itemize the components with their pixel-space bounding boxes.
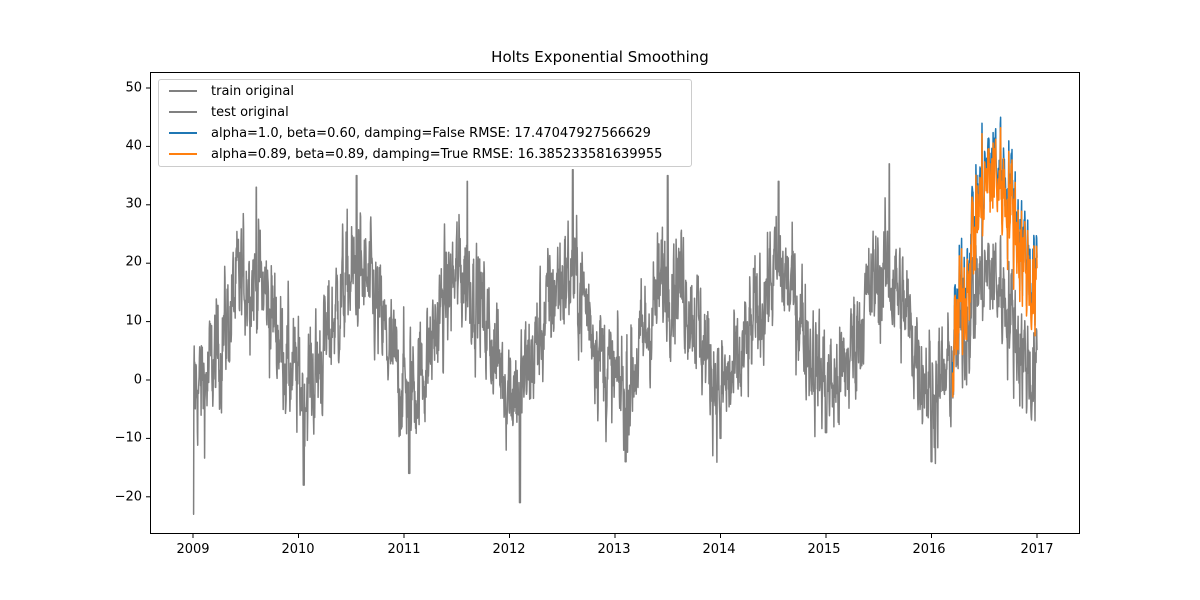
legend-label: test original — [211, 104, 289, 120]
legend-swatch — [169, 153, 197, 155]
axes-frame — [150, 72, 1080, 534]
x-tick-label: 2010 — [281, 542, 315, 557]
legend-label: train original — [211, 83, 294, 99]
legend-item-train-original: train original — [169, 81, 294, 101]
data-lines — [192, 116, 1038, 516]
y-tick-label: 50 — [125, 80, 142, 96]
x-tick-label: 2016 — [912, 542, 946, 557]
legend-item-test-original: test original — [169, 102, 289, 122]
series-train-original — [192, 163, 954, 516]
x-tick-label: 2014 — [702, 542, 736, 557]
x-tick-label: 2013 — [597, 542, 631, 557]
y-tick-label: 0 — [133, 372, 142, 388]
y-tick-label: 30 — [125, 196, 142, 212]
legend-label: alpha=0.89, beta=0.89, damping=True RMSE… — [211, 146, 663, 162]
y-tick-label: 10 — [125, 313, 142, 329]
x-tick-label: 2011 — [387, 542, 421, 557]
legend-item-holt-damped: alpha=0.89, beta=0.89, damping=True RMSE… — [169, 144, 662, 164]
series-holt-damped — [951, 127, 1038, 398]
legend-label: alpha=1.0, beta=0.60, damping=False RMSE… — [211, 125, 651, 141]
x-tick-label: 2009 — [176, 542, 210, 557]
y-tick-label: 40 — [125, 138, 142, 154]
x-tick-label: 2015 — [807, 542, 841, 557]
tick-marks — [146, 87, 1038, 538]
chart-title: Holts Exponential Smoothing — [491, 48, 709, 66]
y-tick-label: −10 — [114, 430, 142, 446]
legend-swatch — [169, 111, 197, 113]
legend-item-holt-no-damping: alpha=1.0, beta=0.60, damping=False RMSE… — [169, 123, 651, 143]
legend: train original test original alpha=1.0, … — [158, 79, 692, 167]
y-tick-label: −20 — [114, 489, 142, 505]
series-test-original — [951, 216, 1038, 422]
y-tick-label: 20 — [125, 254, 142, 270]
x-tick-label: 2017 — [1020, 542, 1054, 557]
x-tick-label: 2012 — [492, 542, 526, 557]
legend-swatch — [169, 90, 197, 92]
legend-swatch — [169, 132, 197, 134]
